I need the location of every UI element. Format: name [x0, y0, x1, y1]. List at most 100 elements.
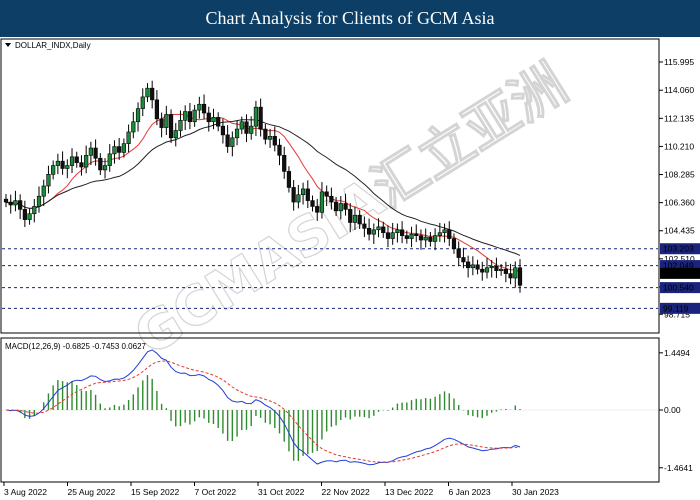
candle-body — [216, 117, 221, 127]
candle-body — [65, 165, 70, 169]
candle-body — [88, 147, 93, 156]
candle-body — [263, 128, 268, 140]
candle-body — [234, 128, 240, 139]
candle-body — [480, 268, 485, 273]
candle-body — [404, 235, 409, 239]
candle-body — [46, 174, 51, 187]
candle-body — [206, 112, 211, 123]
macd-axis: 1.4494 0.00 -1.4641 — [659, 348, 693, 473]
time-tick-label: 3 Aug 2022 — [4, 487, 47, 497]
level-tag — [660, 302, 700, 314]
candle-body — [414, 233, 419, 236]
time-axis: 3 Aug 2022 25 Aug 2022 15 Sep 2022 7 Oct 20… — [3, 482, 559, 497]
candle-body — [484, 267, 490, 273]
level-tag — [660, 260, 700, 272]
candle-body — [126, 131, 131, 144]
level-label: 100.540 — [663, 283, 694, 293]
candles — [3, 80, 523, 293]
candle-body — [494, 266, 499, 271]
candle-body — [36, 195, 42, 207]
candle-body — [27, 213, 32, 220]
price-tick-label: 102.510 — [664, 254, 695, 264]
candle-body — [319, 191, 325, 213]
candle-body — [442, 229, 447, 234]
candle-body — [168, 114, 174, 139]
price-tick-label: 104.435 — [664, 226, 695, 236]
candle-body — [249, 125, 254, 134]
candle-body — [41, 185, 46, 197]
candle-body — [258, 106, 263, 130]
candle-body — [107, 153, 112, 166]
price-panel-frame — [0, 38, 660, 334]
candle-body — [517, 267, 523, 286]
candle-body — [456, 248, 461, 258]
price-tick-label: 112.135 — [664, 113, 694, 123]
candle-body — [508, 273, 513, 279]
candle-body — [135, 108, 141, 123]
candle-body — [418, 235, 424, 241]
macd-tick-label: 0.00 — [664, 405, 681, 415]
ma-slow-line — [5, 119, 521, 256]
candle-body — [164, 114, 169, 128]
candle-body — [3, 198, 9, 203]
candle-body — [154, 99, 159, 120]
candle-body — [367, 228, 372, 235]
candle-body — [55, 160, 60, 166]
candle-body — [201, 103, 207, 114]
candle-body — [225, 134, 230, 147]
candle-body — [461, 257, 466, 263]
price-tick-label: 114.060 — [664, 85, 694, 95]
candle-body — [272, 136, 277, 146]
candle-body — [381, 226, 386, 234]
time-tick-label: 13 Dec 2022 — [385, 487, 433, 497]
candle-body — [74, 156, 79, 163]
candle-body — [84, 155, 89, 168]
candle-body — [395, 229, 400, 234]
candle-body — [329, 195, 334, 203]
candle-body — [13, 200, 18, 206]
candle-body — [51, 165, 56, 175]
candle-body — [352, 214, 358, 223]
candle-body — [112, 146, 117, 155]
candle-body — [437, 232, 442, 236]
candle-body — [376, 226, 381, 231]
candle-body — [286, 171, 292, 188]
candle-body — [466, 261, 471, 269]
price-tick-label: 110.210 — [664, 141, 694, 151]
candle-body — [428, 236, 433, 242]
candle-body — [291, 187, 296, 203]
candle-body — [310, 200, 315, 207]
symbol-label: DOLLAR_INDX,Daily — [15, 41, 91, 50]
macd-line — [5, 349, 521, 466]
candle-body — [239, 121, 244, 130]
candle-body — [385, 232, 391, 239]
banner-title: Chart Analysis for Clients of GCM Asia — [0, 0, 700, 37]
candle-body — [145, 87, 150, 98]
candle-body — [357, 214, 362, 225]
candle-body — [79, 162, 84, 168]
candle-body — [324, 191, 329, 197]
time-tick-label: 30 Jan 2023 — [512, 487, 559, 497]
level-label: 102.049 — [663, 261, 694, 271]
candle-body — [102, 165, 108, 171]
collapse-triangle-icon[interactable] — [5, 43, 11, 47]
price-tick-label: 115.995 — [664, 57, 694, 67]
price-tick-label: 98.715 — [664, 309, 690, 319]
candle-body — [503, 268, 508, 274]
candle-body — [348, 209, 353, 223]
candle-body — [18, 200, 23, 210]
candle-body — [150, 87, 155, 101]
candle-body — [277, 144, 282, 156]
candle-body — [140, 96, 145, 109]
candle-body — [305, 188, 310, 201]
candle-body — [433, 235, 438, 242]
macd-tick-label: 1.4494 — [664, 348, 690, 358]
candle-body — [296, 194, 301, 203]
candle-body — [470, 264, 475, 269]
time-tick-label: 15 Sep 2022 — [131, 487, 179, 497]
macd-tick-label: -1.4641 — [664, 463, 693, 473]
candle-body — [173, 130, 178, 139]
time-tick-label: 6 Jan 2023 — [449, 487, 491, 497]
candle-body — [69, 156, 75, 166]
candle-body — [423, 236, 428, 241]
